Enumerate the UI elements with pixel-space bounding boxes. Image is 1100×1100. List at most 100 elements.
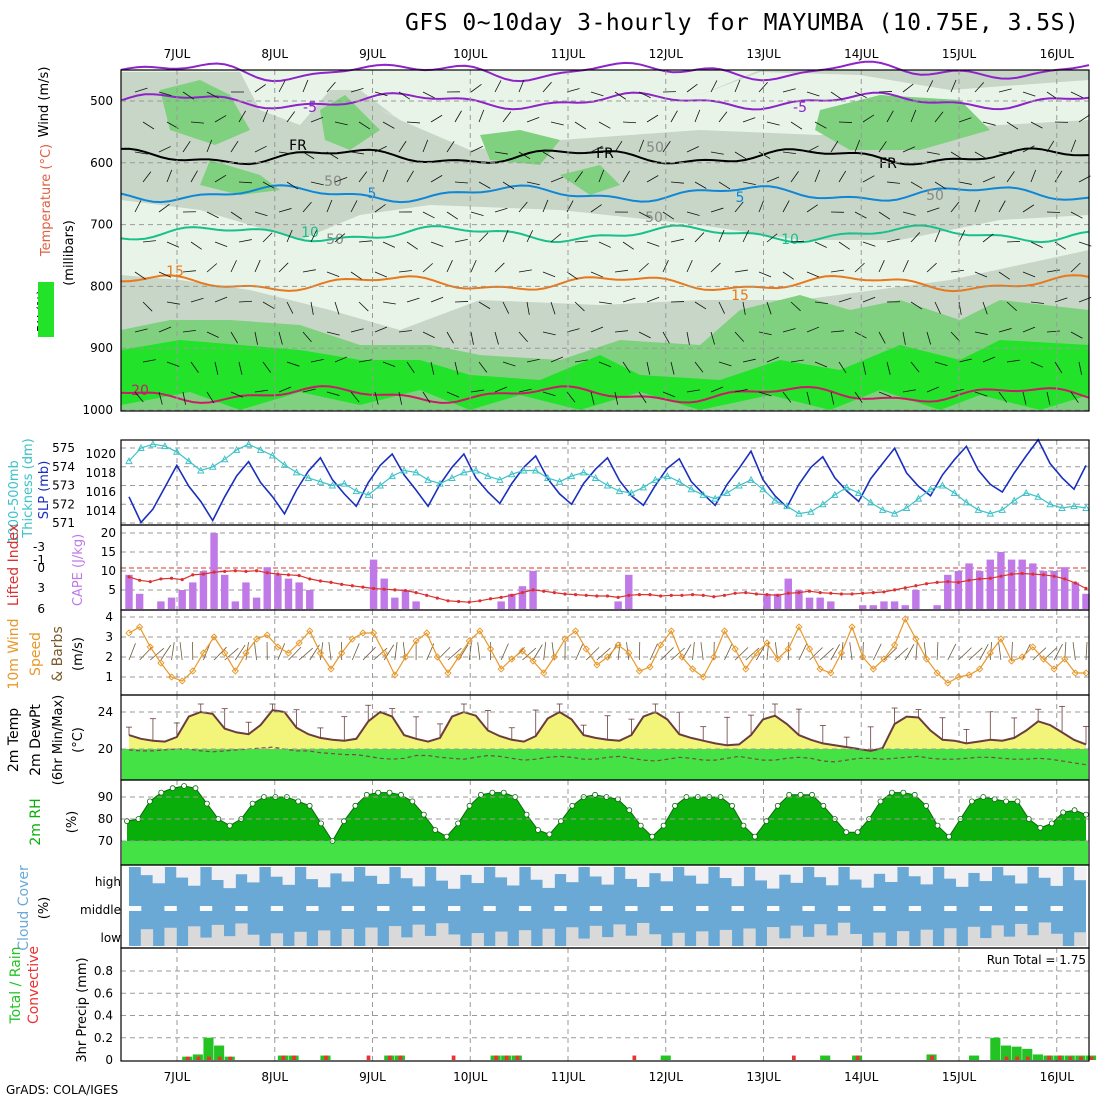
wind-barb [974, 82, 985, 93]
cape-bar [508, 593, 516, 609]
wind-barb [1021, 643, 1031, 661]
rh-point [523, 811, 530, 818]
li-point [627, 593, 631, 597]
wind-barb [830, 91, 843, 100]
wind-barb [718, 301, 725, 314]
wind-speed-point [199, 649, 208, 657]
rh-point [204, 800, 210, 807]
wind-barb [566, 391, 576, 403]
thickness-point [771, 496, 779, 504]
wind-barb [203, 643, 211, 661]
wind-barb [886, 238, 900, 243]
wind-speed-point [284, 649, 293, 657]
thickness-point [914, 494, 923, 502]
ylabel-millibars: (millibars) [62, 220, 77, 286]
x-tick-label-top: 16JUL [1040, 47, 1075, 61]
rh-point [226, 822, 233, 829]
li-point [446, 599, 450, 603]
cloud-high-gap [861, 867, 874, 888]
wind-barb [398, 330, 412, 333]
wind-barb [982, 301, 988, 315]
wind-barb [214, 361, 219, 375]
cloud-high-gap [306, 867, 319, 880]
wind-barb [1006, 171, 1015, 183]
y-tick-label: 573 [52, 479, 75, 493]
wind-barb [526, 181, 540, 186]
wind-barb [854, 262, 865, 273]
wind-barb [1046, 330, 1060, 333]
thickness-point [795, 509, 803, 517]
y-tick-label: 1 [105, 670, 113, 684]
wind-barb [334, 121, 348, 126]
wind-barb [454, 181, 468, 184]
cape-bar [125, 574, 133, 609]
wind-barb [134, 151, 148, 155]
wind-barb [166, 241, 180, 248]
wind-barb [171, 642, 175, 661]
thickness-point [974, 505, 983, 513]
wind-barb [872, 643, 882, 661]
ylabel-lifted-index: Lifted Index [6, 524, 22, 606]
cloud-mid-gap [625, 906, 638, 911]
wind-barb [830, 391, 835, 405]
wind-barb [566, 328, 580, 333]
wind-barb [660, 647, 674, 661]
thickness-point [412, 468, 420, 476]
y-tick-label: 600 [90, 156, 113, 170]
wind-barb [1006, 240, 1021, 243]
wind-barb [190, 170, 198, 183]
cloud-mid-gap [554, 906, 567, 911]
wind-barb [902, 211, 916, 216]
wind-barb [422, 391, 431, 404]
cloud-high-gap [235, 867, 248, 875]
thickness-point [280, 460, 289, 468]
thickness-point [735, 481, 743, 489]
li-point [435, 596, 439, 600]
precip-convective-bar [185, 1056, 190, 1060]
wind-barb [422, 211, 435, 219]
wind-barb [1046, 391, 1051, 405]
wind-barb [468, 642, 472, 661]
wind-barb [1006, 359, 1020, 363]
wind-barb [854, 91, 867, 99]
wind-speed-point [1029, 643, 1037, 651]
cape-bar [1061, 567, 1069, 609]
rh-point [443, 833, 450, 840]
wind-speed-point [1082, 669, 1090, 677]
li-point [924, 582, 929, 586]
wind-barb [915, 642, 918, 661]
wind-barb [350, 87, 364, 93]
wind-barb [160, 644, 172, 661]
li-point [1073, 581, 1077, 585]
wind-speed-point [976, 665, 984, 673]
rh-moist-region [480, 130, 560, 165]
cloud-low-gap [589, 925, 603, 946]
li-point [754, 592, 758, 596]
cloud-high-gap [412, 867, 425, 887]
wind-barb [926, 262, 937, 273]
wind-barb [382, 361, 396, 368]
wind-speed-point [954, 673, 963, 681]
li-point [978, 577, 982, 581]
precip-convective-bar [366, 1055, 371, 1060]
li-point [371, 586, 376, 591]
wind-barb [910, 181, 923, 189]
wind-speed-point [1050, 665, 1058, 673]
wind-barb [585, 647, 600, 661]
li-point [1041, 573, 1046, 577]
cloud-low-gap [790, 925, 803, 946]
cape-bar [167, 597, 176, 609]
wind-barb [622, 121, 637, 124]
rh-point [1060, 809, 1067, 816]
y-tick-label: -1 [33, 553, 45, 567]
cloud-low-gap [188, 926, 201, 946]
rh-fill [127, 786, 1086, 841]
rh-moist-region [815, 95, 990, 150]
wind-barb [830, 269, 844, 273]
wind-barb [974, 331, 988, 335]
contour-label: 50 [645, 210, 663, 226]
wind-barb [742, 181, 756, 185]
li-point [829, 591, 833, 595]
thickness-point [759, 485, 767, 493]
x-tick-label-top: 7JUL [164, 47, 191, 61]
